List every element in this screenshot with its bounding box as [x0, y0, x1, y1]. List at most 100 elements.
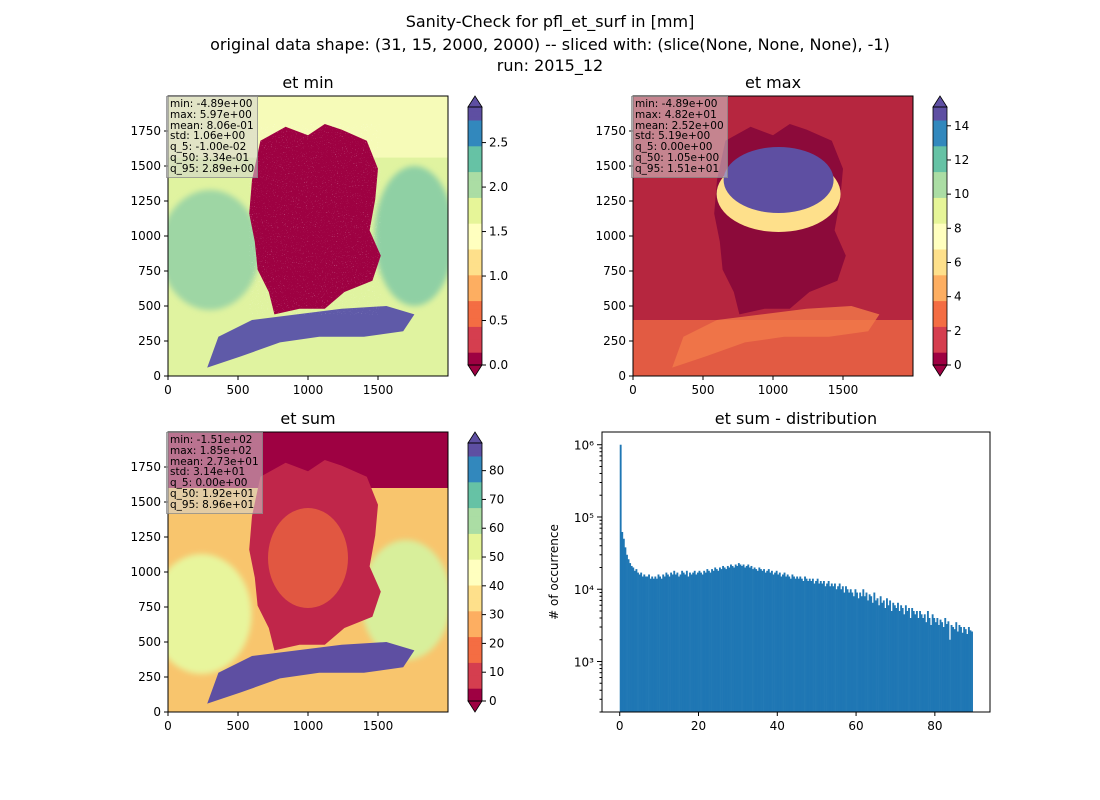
colorbar-segment [933, 175, 947, 181]
y-tick-label: 1500 [595, 159, 626, 173]
colorbar-segment [468, 683, 482, 689]
histogram-bar [621, 531, 624, 712]
colorbar-segment [933, 253, 947, 259]
colorbar-min: 0.0 0.5 1.0 1.5 2.0 2.5 [467, 95, 508, 377]
histogram-bar [960, 627, 962, 712]
colorbar-segment [468, 498, 482, 504]
colorbar-segment [468, 287, 482, 293]
field-germany-center [268, 508, 348, 608]
colorbar-segment [933, 279, 947, 284]
colorbar-segment [933, 167, 947, 173]
colorbar-segment [468, 300, 482, 306]
histogram-bar [890, 610, 893, 712]
histogram-bar [971, 631, 973, 712]
colorbar-segment [468, 443, 482, 448]
histogram-bar [767, 569, 770, 712]
colorbar-segment [468, 580, 482, 586]
stats-line: std: 1.06e+00 [170, 130, 246, 143]
colorbar-tick-label: 10 [489, 665, 504, 679]
colorbar-segment [933, 137, 947, 142]
colorbar-segment [468, 111, 482, 117]
y-tick-label: 500 [603, 299, 626, 313]
histogram-bar [938, 624, 940, 712]
histogram-bar [786, 574, 789, 712]
colorbar-segment [468, 283, 482, 289]
histogram-bar [644, 576, 647, 712]
colorbar-segment [933, 261, 947, 267]
colorbar-max: 0 2 4 6 8 10 12 14 [932, 95, 969, 377]
histogram-bar [685, 570, 688, 712]
histogram-bar [753, 567, 756, 712]
histogram-bar [822, 581, 825, 712]
figure-title-line-3: run: 2015_12 [496, 56, 604, 75]
colorbar-segment [933, 291, 947, 297]
colorbar-frame [467, 106, 483, 366]
colorbar-segment [933, 296, 947, 302]
colorbar-segment [468, 167, 482, 173]
x-tick-label: 0 [164, 719, 172, 733]
y-tick-label: 750 [603, 264, 626, 278]
histogram-bar [854, 589, 857, 712]
colorbar-segment [468, 304, 482, 310]
x-tick-label: 0 [616, 719, 624, 733]
colorbar-segment [468, 627, 482, 633]
colorbar-segment [468, 589, 482, 595]
histogram-bar [941, 622, 944, 712]
x-tick-label: 500 [692, 383, 715, 397]
histogram-bar [841, 586, 844, 712]
colorbar-segment [468, 541, 482, 547]
stats-box-et-max: min: -4.89e+00 max: 4.82e+01 mean: 2.52e… [631, 96, 728, 178]
histogram-bar [662, 574, 665, 712]
histogram-bar [759, 569, 762, 712]
colorbar-frame [932, 106, 948, 366]
stats-line: min: -4.89e+00 [635, 98, 718, 110]
field-germany-speckle [249, 124, 381, 315]
colorbar-segment [933, 317, 947, 323]
histogram-bar [678, 576, 680, 712]
colorbar-segment [468, 516, 482, 521]
histogram-bar [619, 444, 622, 712]
histogram-bar [956, 631, 959, 712]
colorbar-segment [468, 481, 482, 487]
colorbar-segment [933, 339, 947, 345]
stats-line: max: 5.97e+00 [170, 108, 252, 121]
colorbar-segment [468, 494, 482, 500]
stats-line: q_95: 2.89e+00 [170, 162, 255, 175]
colorbar-segment [468, 597, 482, 603]
histogram-bar [629, 563, 632, 712]
colorbar-segment [468, 124, 482, 130]
histogram-bar [882, 600, 885, 712]
histogram-bar [953, 629, 956, 712]
colorbar-segment [468, 201, 482, 207]
histogram-bar [870, 596, 873, 712]
colorbar-extend-bottom [467, 364, 483, 377]
histogram-bar [646, 576, 649, 712]
colorbar-extend-bottom [467, 700, 483, 713]
colorbar-segment [933, 236, 947, 241]
colorbar-segment [468, 640, 482, 646]
stats-line: mean: 2.73e+01 [170, 455, 259, 468]
axes-title: et min [282, 73, 333, 92]
stats-line: q_95: 8.96e+01 [170, 498, 255, 511]
histogram-bar [903, 614, 906, 712]
colorbar-segment [468, 154, 482, 160]
histogram-bar [865, 592, 868, 712]
colorbar-segment [468, 248, 482, 254]
y-tick-label: 10⁵ [574, 511, 594, 525]
colorbar-segment [468, 115, 482, 121]
x-tick-label: 0 [164, 383, 172, 397]
histogram-bar [862, 589, 865, 712]
stats-box-et-sum: min: -1.51e+02 max: 1.85e+02 mean: 2.73e… [166, 432, 263, 514]
histogram-bar [851, 592, 854, 712]
histogram-bar [670, 572, 673, 712]
histogram-bar [718, 567, 721, 712]
colorbar-segment [468, 567, 482, 573]
colorbar-segment [468, 520, 482, 526]
y-tick-label: 750 [138, 600, 161, 614]
histogram-bars [619, 444, 973, 712]
histogram-bar [868, 594, 871, 712]
colorbar-segment [933, 162, 947, 168]
colorbar-tick-label: 6 [954, 255, 962, 269]
y-tick-label: 1000 [595, 229, 626, 243]
